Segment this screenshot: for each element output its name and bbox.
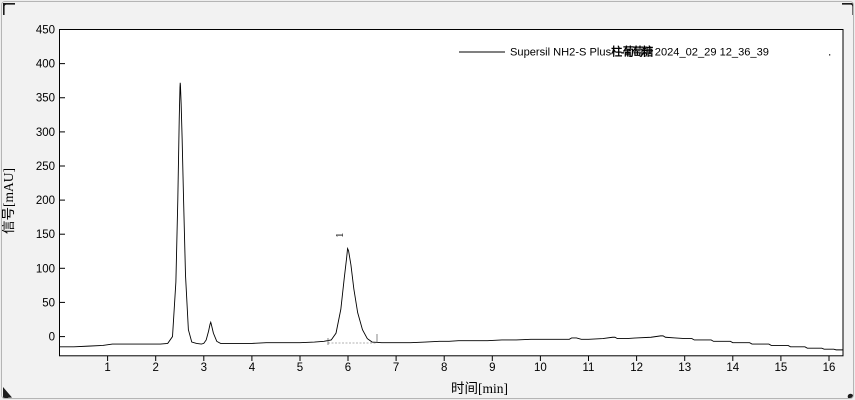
svg-text:250: 250 — [36, 161, 55, 173]
svg-text:50: 50 — [42, 297, 55, 309]
svg-text:2: 2 — [152, 362, 158, 374]
svg-text:300: 300 — [36, 127, 55, 139]
svg-text:11: 11 — [583, 362, 595, 374]
svg-text:16: 16 — [823, 362, 836, 374]
svg-text:8: 8 — [441, 362, 447, 374]
svg-text:350: 350 — [36, 93, 55, 105]
svg-text:.: . — [828, 45, 831, 59]
svg-text:150: 150 — [36, 229, 55, 241]
svg-text:0: 0 — [49, 332, 55, 344]
svg-text:15: 15 — [775, 362, 788, 374]
svg-text:400: 400 — [36, 59, 55, 71]
svg-text:100: 100 — [36, 263, 55, 275]
svg-text:450: 450 — [36, 25, 55, 37]
svg-text:1: 1 — [334, 233, 346, 239]
svg-text:6: 6 — [345, 362, 351, 374]
svg-text:4: 4 — [249, 362, 256, 374]
svg-text:1: 1 — [104, 362, 110, 374]
svg-text:Supersil NH2-S Plus柱-葡萄糖 2024_: Supersil NH2-S Plus柱-葡萄糖 2024_02_29 12_3… — [510, 44, 769, 58]
svg-text:10: 10 — [534, 362, 547, 374]
svg-text:5: 5 — [297, 362, 303, 374]
svg-text:13: 13 — [678, 362, 691, 374]
svg-text:3: 3 — [201, 362, 207, 374]
svg-text:时间[min]: 时间[min] — [451, 381, 508, 396]
svg-text:7: 7 — [393, 362, 399, 374]
svg-text:12: 12 — [630, 362, 643, 374]
svg-text:14: 14 — [726, 362, 739, 374]
svg-text:200: 200 — [36, 195, 55, 207]
svg-text:9: 9 — [489, 362, 495, 374]
svg-text:信号[mAU]: 信号[mAU] — [2, 168, 16, 234]
